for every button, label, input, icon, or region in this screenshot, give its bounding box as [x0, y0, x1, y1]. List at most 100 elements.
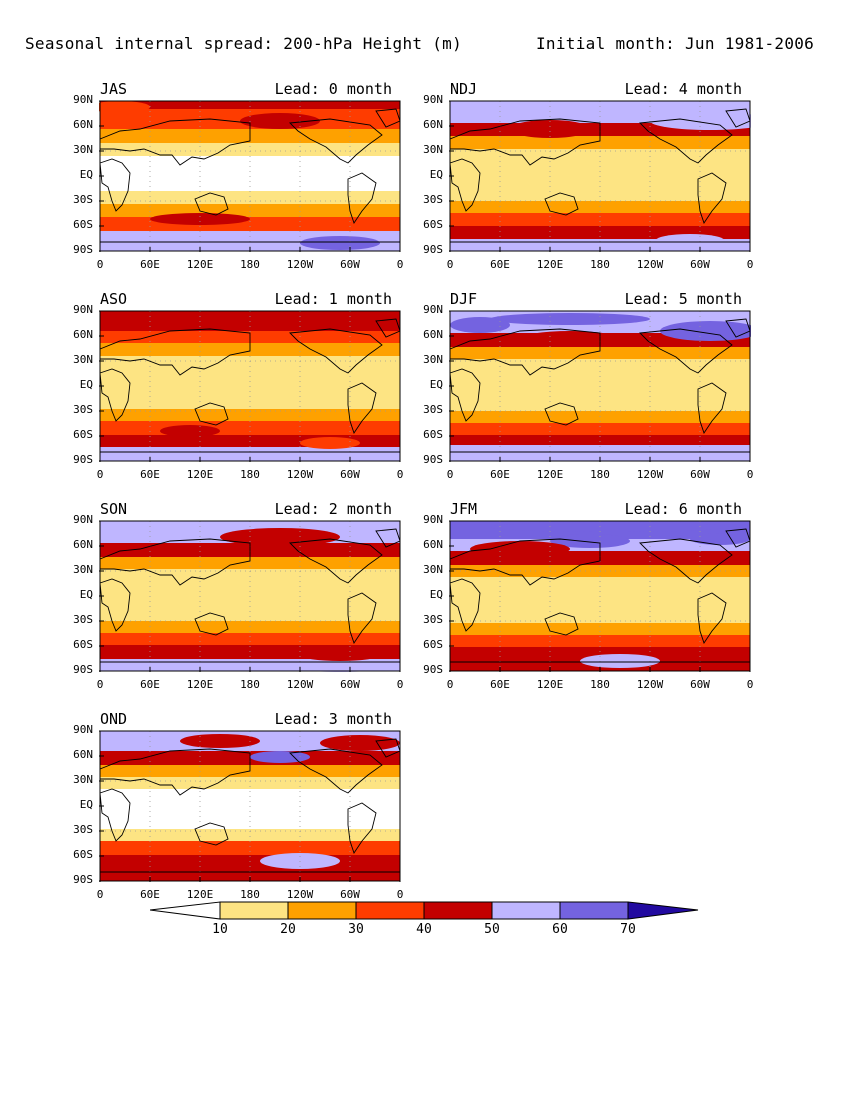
contour-patch — [490, 313, 650, 325]
y-tick-label: 30N — [73, 773, 93, 786]
colorbar-tick: 40 — [416, 922, 432, 937]
contour-patch — [510, 120, 590, 138]
x-tick-label: 60E — [140, 888, 160, 901]
spread-map — [449, 520, 751, 672]
coastline — [639, 118, 733, 164]
y-tick-label: EQ — [429, 378, 443, 391]
coastline — [449, 118, 601, 166]
contour-patch — [180, 734, 260, 748]
colorbar: 10 20 30 40 50 60 70 — [149, 900, 710, 950]
y-tick-label: 90N — [73, 303, 93, 316]
coastline — [99, 578, 131, 632]
spread-map — [449, 100, 751, 252]
panel-lead-label: Lead: 6 month — [624, 500, 742, 518]
y-tick-label: 90N — [423, 513, 443, 526]
y-tick-label: 90S — [423, 663, 443, 676]
contour-patch — [290, 660, 390, 672]
coastline — [347, 592, 377, 645]
coastline — [544, 402, 579, 426]
coastline — [99, 788, 131, 842]
x-tick-label: 0 — [96, 258, 104, 271]
coastline — [99, 368, 131, 422]
contour-band — [100, 829, 400, 841]
coastline — [697, 172, 727, 225]
contour-patch — [660, 321, 751, 341]
colorbar-tick: 30 — [348, 922, 364, 937]
y-tick-label: 30S — [73, 613, 93, 626]
y-tick-label: 60N — [73, 748, 93, 761]
y-tick-label: 30N — [73, 563, 93, 576]
y-tick-label: 90N — [423, 303, 443, 316]
x-tick-label: 60W — [340, 678, 360, 691]
contour-band — [450, 445, 750, 461]
x-tick-label: 120W — [286, 678, 314, 691]
y-tick-label: 60N — [423, 538, 443, 551]
x-tick-label: 120W — [286, 468, 314, 481]
x-tick-label: 60E — [140, 258, 160, 271]
contour-band — [100, 777, 400, 789]
y-tick-label: 90S — [423, 243, 443, 256]
contour-band — [450, 577, 750, 623]
x-tick-label: 0 — [446, 468, 454, 481]
x-tick-label: 0 — [446, 258, 454, 271]
x-tick-label: 180 — [590, 258, 610, 271]
contour-patch — [470, 541, 570, 557]
y-tick-label: 30N — [73, 143, 93, 156]
x-tick-label: 0 — [746, 258, 754, 271]
x-tick-label: 120E — [536, 468, 564, 481]
coastline — [449, 158, 481, 212]
x-tick-label: 0 — [746, 468, 754, 481]
x-tick-label: 120E — [186, 468, 214, 481]
y-tick-label: EQ — [79, 378, 93, 391]
spread-map — [99, 310, 401, 462]
coastline — [289, 328, 383, 374]
y-tick-label: 90N — [73, 93, 93, 106]
colorbar-tick: 60 — [552, 922, 568, 937]
y-tick-label: 60S — [423, 428, 443, 441]
coastline — [347, 382, 377, 435]
y-tick-label: 30S — [423, 403, 443, 416]
colorbar-svg — [149, 901, 699, 920]
coastline — [449, 538, 601, 586]
x-tick-label: 60E — [140, 468, 160, 481]
coastline — [544, 612, 579, 636]
contour-band — [450, 159, 750, 201]
y-tick-label: 30N — [73, 353, 93, 366]
x-tick-label: 60W — [340, 258, 360, 271]
contour-band — [450, 423, 750, 435]
x-tick-label: 180 — [590, 678, 610, 691]
x-tick-label: 60W — [690, 468, 710, 481]
x-tick-label: 0 — [446, 678, 454, 691]
contour-patch — [160, 425, 220, 437]
contour-patch — [250, 751, 310, 763]
y-tick-label: 60S — [73, 428, 93, 441]
y-tick-label: 90S — [73, 873, 93, 886]
colorbar-lower-triangle — [149, 901, 221, 920]
y-tick-label: EQ — [79, 798, 93, 811]
colorbar-tick: 50 — [484, 922, 500, 937]
contour-band — [100, 841, 400, 855]
x-tick-label: 120E — [536, 258, 564, 271]
y-tick-label: 30N — [423, 563, 443, 576]
y-tick-label: 90S — [73, 243, 93, 256]
colorbar-box-50-60 — [491, 901, 561, 920]
colorbar-tick: 20 — [280, 922, 296, 937]
y-tick-label: 30S — [73, 823, 93, 836]
x-tick-label: 60E — [490, 468, 510, 481]
colorbar-upper-triangle — [627, 901, 699, 920]
contour-band — [450, 136, 750, 149]
x-tick-label: 60W — [340, 468, 360, 481]
map-panel: OND Lead: 3 month 90N 60N 30N EQ 30S 60S 90S 0 60E… — [50, 710, 403, 920]
coastline — [194, 192, 229, 216]
coastline — [544, 192, 579, 216]
x-tick-label: 0 — [396, 678, 404, 691]
y-tick-label: 90N — [73, 513, 93, 526]
panel-lead-label: Lead: 4 month — [624, 80, 742, 98]
colorbar-box-60-70 — [559, 901, 629, 920]
x-tick-label: 60W — [340, 888, 360, 901]
coastline — [99, 538, 251, 586]
y-tick-label: EQ — [429, 168, 443, 181]
map-panel: ASO Lead: 1 month 90N 60N 30N EQ 30S 60S 90S 0 60E… — [50, 290, 403, 500]
contour-band — [100, 633, 400, 645]
coastline — [194, 822, 229, 846]
